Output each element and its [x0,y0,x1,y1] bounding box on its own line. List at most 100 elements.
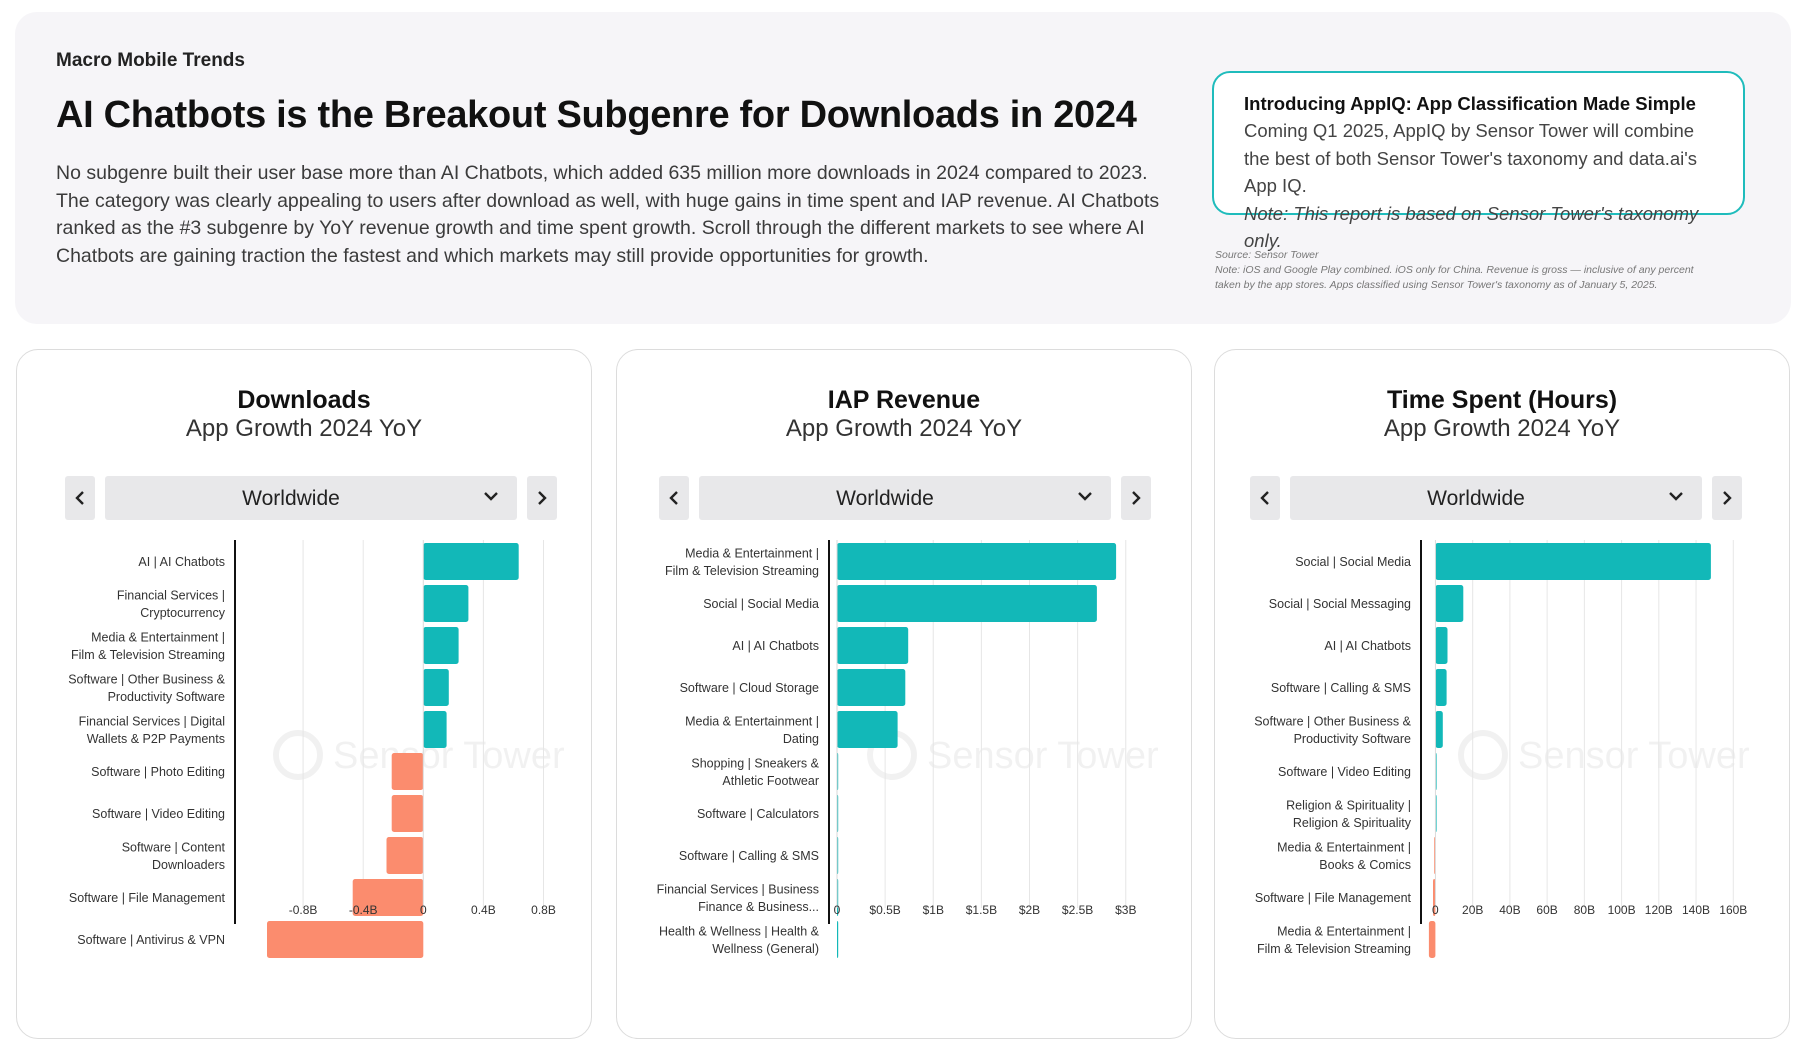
watermark: Sensor Tower [867,730,1159,780]
chart-svg-downloads: Sensor Tower AI | AI Chatbots Financial Se… [68,540,565,958]
category-label: Shopping | Sneakers & [691,757,819,771]
tick-label: 160B [1719,903,1747,917]
category-label: Software | Other Business & [68,673,225,687]
category-label: AI | AI Chatbots [138,555,225,569]
page-description: No subgenre built their user base more t… [56,162,1160,267]
next-region-button[interactable] [1712,476,1742,520]
next-region-button[interactable] [527,476,557,520]
category-label: Film & Television Streaming [71,648,225,662]
category-label: Financial Services | Business [657,883,819,897]
bar[interactable] [1435,669,1447,706]
appiq-note: Note: This report is based on Sensor Tow… [1244,202,1699,252]
category-label: Software | Other Business & [1254,715,1411,729]
tick-label: -0.8B [289,903,318,917]
prev-region-button[interactable] [1250,476,1280,520]
category-label: Film & Television Streaming [1257,942,1411,956]
category-label: Productivity Software [1294,732,1411,746]
bar[interactable] [1435,585,1464,622]
chart-subtitle: App Growth 2024 YoY [785,415,1023,442]
watermark-text: Sensor Tower [927,735,1159,777]
category-label: Software | Cloud Storage [680,681,819,695]
region-dropdown[interactable]: Worldwide [699,476,1111,520]
next-region-button[interactable] [1121,476,1151,520]
bar[interactable] [423,627,459,664]
category-label: Downloaders [152,858,225,872]
prev-region-button[interactable] [65,476,95,520]
chart-svg-iap-revenue: Sensor Tower Media & Entertainment | Film … [657,540,1159,958]
tick-label: 120B [1645,903,1673,917]
source-line: Source: Sensor Tower [1215,249,1319,261]
tick-label: 40B [1499,903,1520,917]
chevron-left-icon [1260,491,1269,505]
bar[interactable] [352,879,424,916]
bar[interactable] [837,921,839,958]
bar[interactable] [423,711,447,748]
tick-label: 140B [1682,903,1710,917]
tick-label: 0 [1432,903,1439,917]
chevron-right-icon [538,491,547,505]
bar[interactable] [837,543,1117,580]
category-label: Media & Entertainment | [1277,841,1411,855]
watermark: Sensor Tower [1458,730,1750,780]
bar[interactable] [1428,921,1436,958]
tick-label: 0.4B [471,903,496,917]
chart-title: Downloads [237,386,371,414]
bar[interactable] [423,585,469,622]
category-label: Financial Services | [117,589,225,603]
category-label: Financial Services | Digital [79,715,225,729]
bar[interactable] [837,585,1097,622]
appiq-callout: Introducing AppIQ: App Classification Ma… [1212,71,1745,251]
chart-title: Time Spent (Hours) [1386,386,1618,414]
tick-label: 100B [1608,903,1636,917]
source-notes: Source: Sensor Tower Note: iOS and Googl… [1215,248,1715,293]
bar[interactable] [1433,879,1436,916]
chevron-right-icon [1723,491,1732,505]
tick-label: 0.8B [531,903,556,917]
chart-svg-time-spent: Sensor Tower Social | Social Media Social … [1254,540,1750,958]
bar[interactable] [386,837,424,874]
category-label: Health & Wellness | Health & [659,925,820,939]
category-label: Software | Calling & SMS [679,849,819,863]
chevron-right-icon [1132,491,1141,505]
category-label: Software | File Management [1255,891,1412,905]
category-label: Software | Video Editing [92,807,225,821]
category-label: Books & Comics [1319,858,1411,872]
appiq-body: Coming Q1 2025, AppIQ by Sensor Tower wi… [1244,120,1698,196]
tick-label: 80B [1574,903,1595,917]
category-label: Athletic Footwear [722,774,819,788]
category-label: Media & Entertainment | [91,631,225,645]
bar[interactable] [391,795,424,832]
region-dropdown[interactable]: Worldwide [105,476,517,520]
bar[interactable] [267,921,424,958]
chevron-left-icon [75,491,84,505]
chart-card-downloads: Sensor Tower AI | AI Chatbots Financial Se… [16,349,592,1039]
bar[interactable] [837,627,909,664]
page-title: AI Chatbots is the Breakout Subgenre for… [56,94,1137,136]
bar[interactable] [391,753,424,790]
watermark-logo-icon [1458,730,1508,780]
bar[interactable] [423,543,519,580]
tick-label: $0.5B [869,903,900,917]
category-label: Productivity Software [108,690,225,704]
chart-card-time-spent: Sensor Tower Social | Social Media Social … [1214,349,1790,1039]
category-label: Social | Social Messaging [1269,597,1411,611]
region-dropdown[interactable]: Worldwide [1290,476,1702,520]
chevron-down-icon [1669,492,1683,501]
tick-label: 0 [834,903,841,917]
prev-region-button[interactable] [659,476,689,520]
bar[interactable] [1435,711,1443,748]
tick-label: $2.5B [1062,903,1093,917]
chart-subtitle: App Growth 2024 YoY [1383,415,1621,442]
category-label: Software | Calling & SMS [1271,681,1411,695]
bar[interactable] [1435,627,1448,664]
chart-subtitle: App Growth 2024 YoY [185,415,423,442]
tick-label: $2B [1019,903,1040,917]
bar[interactable] [837,711,898,748]
tick-label: $3B [1115,903,1136,917]
bar[interactable] [1435,543,1711,580]
bar[interactable] [837,669,906,706]
category-label: Religion & Spirituality | [1286,799,1411,813]
bar[interactable] [423,669,449,706]
category-label: Religion & Spirituality [1293,816,1412,830]
watermark: Sensor Tower [273,730,565,780]
